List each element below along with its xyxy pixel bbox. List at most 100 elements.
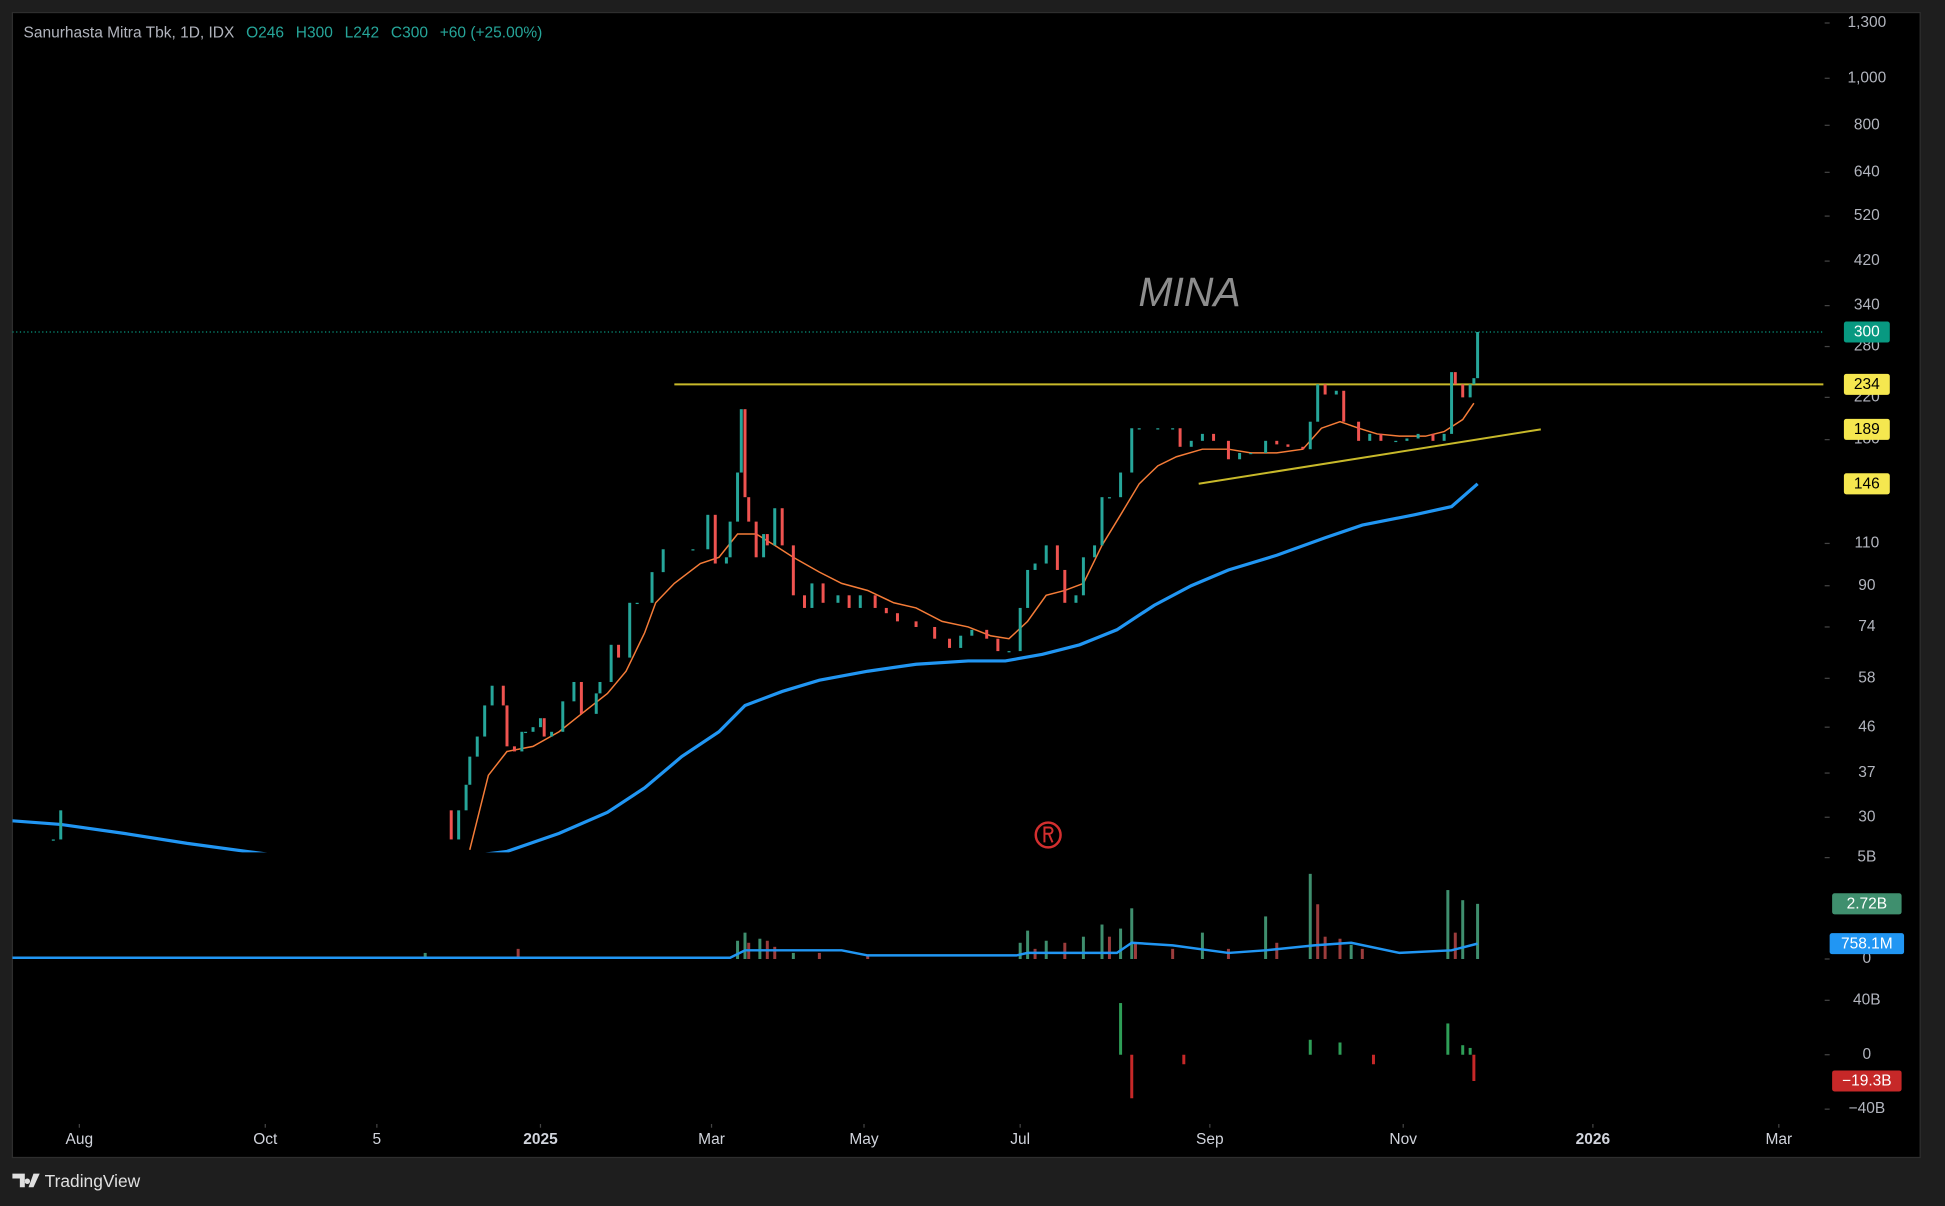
x-tick-label: Mar: [698, 1131, 725, 1148]
bar: [1338, 1042, 1342, 1055]
x-tick-label: Nov: [1389, 1131, 1417, 1148]
candle: [873, 595, 877, 608]
candle: [765, 534, 769, 546]
bar: [758, 938, 762, 960]
bar: [866, 954, 870, 960]
candle: [1026, 569, 1030, 608]
logo-mark: [12, 1173, 40, 1188]
candle: [836, 595, 840, 603]
ohlc-label: L: [345, 25, 354, 42]
price-label: −19.3B: [1842, 1073, 1892, 1090]
footer-logo[interactable]: TradingView: [12, 1171, 141, 1191]
candle: [780, 508, 784, 546]
bar: [1446, 890, 1450, 960]
candle: [59, 810, 63, 840]
candle: [1130, 428, 1134, 473]
candle: [505, 705, 509, 747]
chart-area: [11, 11, 1921, 1159]
candle: [1200, 433, 1204, 441]
bar: [1063, 942, 1067, 960]
candle: [1461, 384, 1465, 398]
candle: [1044, 545, 1048, 564]
candle: [51, 839, 55, 841]
candle: [933, 626, 937, 639]
price-label-box: [1829, 933, 1905, 955]
y-tick-label: 1,000: [1847, 69, 1886, 86]
price-label: 758.1M: [1841, 935, 1893, 952]
bar: [1446, 1023, 1450, 1055]
candle: [628, 602, 632, 658]
candle: [736, 472, 740, 522]
ohlc-value: 246: [258, 25, 284, 42]
candle: [1416, 433, 1420, 439]
candle: [1249, 452, 1253, 455]
candle: [1063, 569, 1067, 603]
candle: [1212, 433, 1216, 441]
y-tick-label: 5B: [1857, 849, 1876, 866]
x-tick-label: 5: [373, 1131, 382, 1148]
candle: [762, 534, 766, 558]
candle: [1007, 651, 1011, 653]
icon-ring: [1034, 821, 1062, 849]
candle: [1301, 446, 1305, 450]
candle: [996, 638, 1000, 652]
candle: [810, 583, 814, 608]
x-tick-label: Oct: [253, 1131, 278, 1148]
candle: [1308, 421, 1312, 450]
x-tick-label: Mar: [1765, 1131, 1792, 1148]
candle: [1055, 545, 1059, 570]
candle: [483, 705, 487, 737]
replay-icon[interactable]: [1034, 821, 1062, 849]
candle: [1074, 595, 1078, 603]
candle: [1189, 440, 1193, 447]
candle: [1178, 428, 1182, 447]
candle: [773, 508, 777, 546]
bar: [1044, 940, 1048, 960]
candle: [1323, 384, 1327, 395]
y-tick-label: 58: [1858, 669, 1875, 686]
bar: [1338, 938, 1342, 960]
candle: [959, 635, 963, 648]
candle: [1081, 557, 1085, 596]
bar: [1081, 936, 1085, 960]
y-tick-label: 90: [1858, 577, 1876, 594]
candle: [501, 685, 505, 706]
price-label-box: [1832, 1070, 1902, 1092]
axes: 3037465874901101802202803404205206408001…: [66, 14, 1905, 1148]
bar: [423, 952, 427, 960]
candle: [1442, 433, 1446, 441]
bar: [1308, 1039, 1312, 1055]
candle: [1093, 545, 1097, 558]
candle: [561, 701, 565, 732]
y-tick-label: 800: [1854, 116, 1880, 133]
candle: [572, 681, 576, 702]
price-label-box: [1843, 473, 1890, 495]
candle: [739, 409, 743, 473]
bar: [1130, 908, 1134, 960]
price-label-box: [1843, 321, 1890, 343]
candle: [1171, 428, 1175, 430]
brand: TradingView: [45, 1171, 141, 1191]
candle: [650, 572, 654, 603]
price-label-box: [1843, 373, 1890, 395]
moving-average: [12, 482, 1479, 853]
price-label: 189: [1854, 421, 1880, 438]
bar: [1130, 1054, 1134, 1099]
price-label: 2.72B: [1847, 896, 1888, 913]
candle: [1264, 440, 1268, 453]
legend-header: Sanurhasta Mitra Tbk, 1D, IDX O246 H300 …: [24, 25, 543, 42]
price-label: 234: [1854, 376, 1880, 393]
candle: [1156, 428, 1160, 430]
candle: [821, 583, 825, 603]
symbol-title: Sanurhasta Mitra Tbk, 1D, IDX: [24, 25, 235, 42]
price-label-box: [1843, 418, 1890, 440]
bar: [1360, 948, 1364, 960]
bar: [1461, 1045, 1465, 1055]
candle: [524, 731, 528, 734]
candle: [1286, 444, 1290, 447]
bar: [1107, 936, 1111, 960]
ohlc-value: 300: [402, 25, 428, 42]
y-tick-label: 520: [1854, 207, 1880, 224]
x-tick-label: Sep: [1196, 1131, 1224, 1148]
